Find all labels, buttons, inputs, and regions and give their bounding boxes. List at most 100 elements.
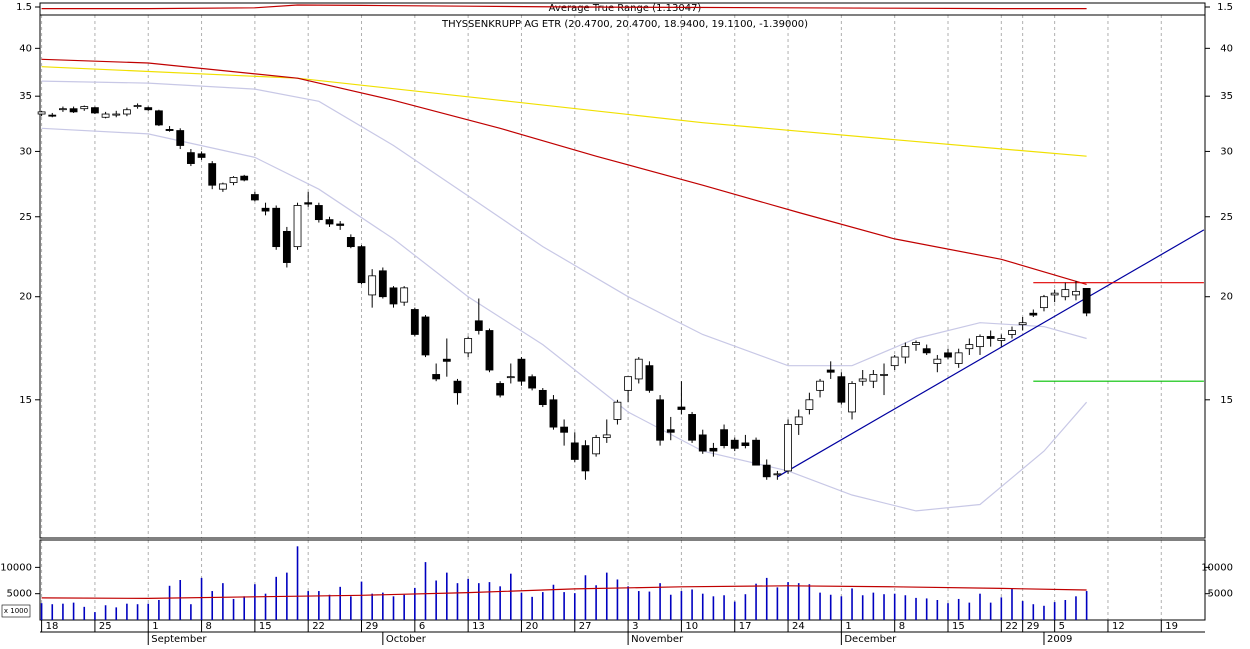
x-tick-label: 22	[1005, 621, 1018, 632]
volume-bar	[744, 594, 747, 620]
volume-bar	[573, 593, 576, 620]
candle-body	[826, 369, 835, 373]
volume-bar	[254, 584, 256, 620]
y-tick-label: 40	[19, 43, 32, 54]
x-tick-label: 6	[419, 621, 425, 632]
y-tick-label: 25	[19, 212, 32, 223]
panel-frame	[39, 14, 1206, 539]
volume-bar	[222, 583, 224, 620]
x-tick-label: 1	[845, 621, 851, 632]
candle-body	[805, 399, 814, 410]
volume-bar	[1053, 602, 1056, 620]
candle-body	[208, 163, 217, 186]
volume-bar	[446, 572, 448, 620]
volume-bar	[403, 594, 405, 620]
candle-body	[624, 376, 632, 391]
candle-body	[48, 114, 57, 117]
candle-body	[858, 378, 867, 382]
panel-frame	[39, 539, 1206, 621]
volume-bar	[531, 596, 533, 620]
candle-body	[378, 270, 387, 298]
candle-body	[186, 152, 195, 164]
volume-unit: x 1000	[4, 607, 28, 615]
volume-bar	[200, 577, 203, 620]
candle-body	[1082, 287, 1091, 314]
volume-bar	[563, 592, 565, 620]
y-tick-label: 1.5	[16, 2, 32, 13]
volume-bar	[307, 591, 309, 620]
volume-bar	[467, 578, 469, 620]
volume-bar	[318, 591, 320, 620]
y-tick-label: 10000	[0, 562, 32, 573]
candle-body	[666, 429, 675, 433]
volume-bar	[243, 596, 246, 620]
candle-body	[837, 376, 846, 403]
candle-body	[304, 202, 313, 205]
candle-body	[933, 358, 942, 364]
volume-bar	[755, 583, 757, 620]
unit-box	[1, 604, 31, 618]
candle-body	[954, 352, 963, 364]
volume-bar	[1043, 605, 1045, 620]
volume-bar	[819, 592, 821, 620]
volume-bar	[168, 585, 171, 620]
volume-bar	[83, 606, 86, 620]
volume-bar	[723, 595, 725, 620]
candle-body	[880, 374, 888, 376]
candle-body	[410, 309, 419, 335]
volume-bar	[456, 583, 459, 620]
volume-bar	[797, 583, 800, 620]
candle-body	[261, 207, 270, 212]
volume-bar	[509, 573, 512, 620]
volume-bar	[1064, 600, 1067, 620]
volume-bar	[190, 604, 192, 620]
volume-bar	[776, 587, 779, 620]
indicator-line	[41, 66, 1087, 157]
volume-bar	[701, 593, 704, 620]
volume-bar	[94, 612, 96, 620]
candle-body	[250, 194, 259, 201]
volume-bar	[179, 580, 182, 620]
volume-bar	[637, 591, 640, 620]
volume-bar	[147, 603, 150, 620]
volume-bar	[478, 583, 480, 620]
x-tick-label: 15	[952, 621, 965, 632]
volume-bar	[371, 593, 373, 620]
volume-bar	[339, 586, 341, 620]
volume-bar	[872, 592, 875, 620]
x-tick-label: 24	[792, 621, 805, 632]
candle-body	[677, 406, 686, 410]
volume-bar	[968, 602, 971, 620]
candle-body	[197, 153, 206, 158]
y-tick-label-right: 5000	[1208, 589, 1233, 600]
volume-bar	[1011, 588, 1013, 620]
volume-bar	[979, 593, 981, 620]
candle-body	[496, 383, 505, 396]
volume-bar	[861, 595, 864, 620]
volume-bar	[350, 596, 352, 620]
x-tick-label: 12	[1112, 621, 1125, 632]
candle-body	[890, 356, 899, 367]
volume-bar	[158, 600, 160, 620]
volume-bar	[360, 581, 363, 620]
candle-body	[730, 439, 739, 449]
candle-body	[59, 108, 67, 111]
volume-bar	[829, 594, 832, 620]
volume-bar	[648, 591, 651, 620]
indicator-line	[41, 127, 1088, 512]
volume-bar	[883, 594, 885, 620]
volume-bar	[115, 607, 118, 620]
candle-body	[720, 429, 728, 447]
x-tick-label: 20	[525, 621, 538, 632]
volume-bar	[733, 601, 736, 620]
candle-body	[1050, 292, 1059, 296]
x-tick-label: 29	[366, 621, 379, 632]
volume-bar	[840, 596, 843, 620]
x-tick-label: 13	[472, 621, 485, 632]
candle-body	[112, 113, 121, 116]
candle-body	[912, 342, 920, 345]
y-tick-label-right: 20	[1220, 292, 1233, 303]
chart-title: THYSSENKRUPP AG ETR (20.4700, 20.4700, 1…	[441, 19, 808, 30]
volume-bar	[957, 598, 960, 620]
candle-body	[314, 205, 323, 221]
